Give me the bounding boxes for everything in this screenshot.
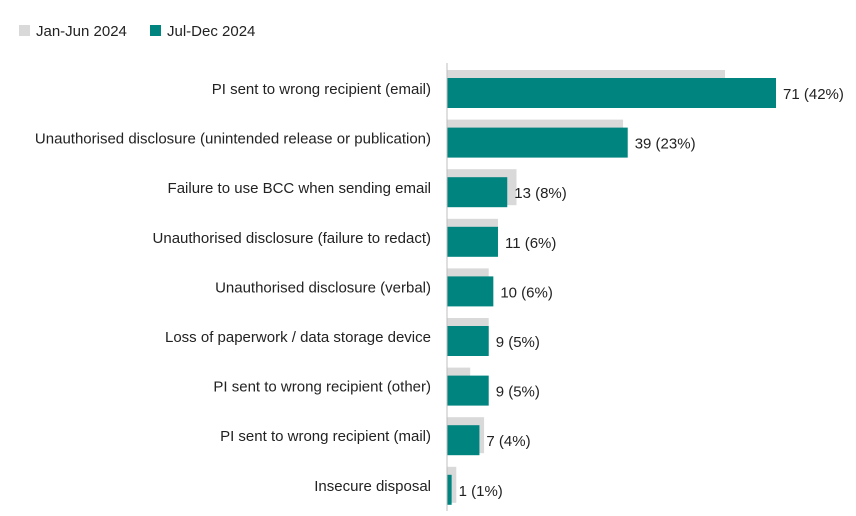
category-labels: PI sent to wrong recipient (email) Unauth… xyxy=(35,81,431,495)
category-label: Unauthorised disclosure (unintended rele… xyxy=(35,131,431,148)
legend-label-jan-jun-2024: Jan-Jun 2024 xyxy=(36,23,127,40)
category-label: Failure to use BCC when sending email xyxy=(168,180,431,197)
bar-jul-dec-pi-sent-to-wrong-recipient-other xyxy=(447,375,489,406)
category-label: Unauthorised disclosure (verbal) xyxy=(215,279,431,296)
data-labels: 71 (42%) 39 (23%) 13 (8%) 11 (6%) 10 (6%) 9 (… xyxy=(459,86,844,500)
bar-jul-dec-unauthorised-disclosure-failure-to-redact xyxy=(447,226,498,257)
legend: Jan-Jun 2024 Jul-Dec 2024 xyxy=(19,23,255,40)
bar-jul-dec-unauthorised-disclosure-verbal xyxy=(447,276,494,307)
category-label: Insecure disposal xyxy=(314,478,431,495)
data-label: 71 (42%) xyxy=(783,86,844,103)
series-jul-dec-2024 xyxy=(447,78,776,505)
bar-jul-dec-pi-sent-to-wrong-recipient-email xyxy=(447,78,776,108)
bar-jul-dec-insecure-disposal xyxy=(447,474,452,505)
data-label: 11 (6%) xyxy=(505,235,556,252)
data-label: 13 (8%) xyxy=(514,185,567,202)
category-label: Loss of paperwork / data storage device xyxy=(165,329,431,346)
category-label: PI sent to wrong recipient (mail) xyxy=(220,428,431,445)
bar-jul-dec-loss-of-paperwork-data-storage-device xyxy=(447,326,489,356)
data-label: 39 (23%) xyxy=(635,136,696,153)
category-label: PI sent to wrong recipient (other) xyxy=(213,379,431,396)
bar-jul-dec-failure-to-use-bcc-when-sending-email xyxy=(447,177,508,208)
data-label: 9 (5%) xyxy=(496,334,540,351)
category-label: PI sent to wrong recipient (email) xyxy=(212,81,431,98)
legend-swatch-jul-dec-2024 xyxy=(150,25,161,36)
data-label: 1 (1%) xyxy=(459,483,503,500)
legend-label-jul-dec-2024: Jul-Dec 2024 xyxy=(167,23,255,40)
legend-swatch-jan-jun-2024 xyxy=(19,25,30,36)
bar-jul-dec-unauthorised-disclosure-unintended-release-or-publication xyxy=(447,127,628,158)
data-label: 9 (5%) xyxy=(496,384,540,401)
data-label: 10 (6%) xyxy=(500,284,553,301)
category-label: Unauthorised disclosure (failure to reda… xyxy=(153,230,431,247)
data-label: 7 (4%) xyxy=(486,433,530,450)
bar-jul-dec-pi-sent-to-wrong-recipient-mail xyxy=(447,425,480,456)
